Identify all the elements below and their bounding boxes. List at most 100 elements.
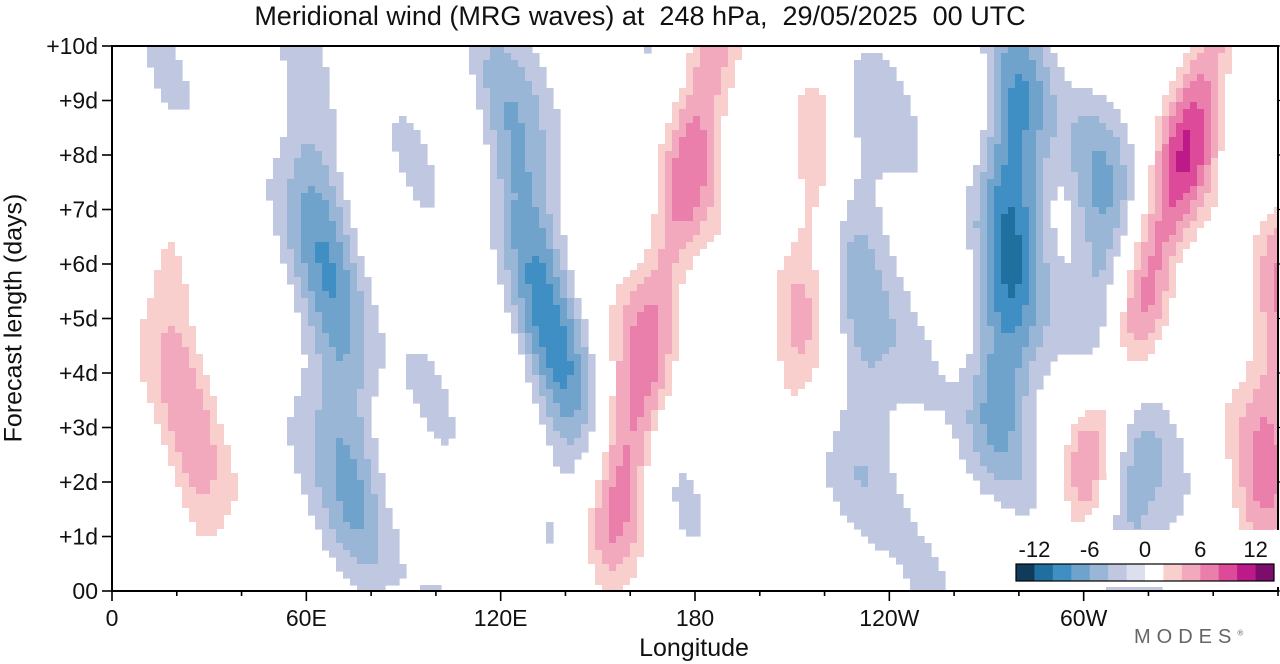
field-cell	[301, 60, 309, 68]
field-cell	[770, 396, 778, 404]
field-cell	[525, 228, 533, 236]
field-cell	[539, 382, 547, 390]
field-cell	[1190, 130, 1198, 138]
field-cell	[658, 123, 666, 131]
field-cell	[1267, 207, 1275, 215]
field-cell	[917, 354, 925, 362]
field-cell	[1085, 200, 1093, 208]
field-cell	[833, 151, 841, 159]
field-cell	[322, 270, 330, 278]
field-cell	[553, 263, 561, 271]
field-cell	[182, 88, 190, 96]
field-cell	[280, 179, 288, 187]
field-cell	[1246, 361, 1254, 369]
field-cell	[539, 193, 547, 201]
field-cell	[1022, 88, 1030, 96]
field-cell	[490, 95, 498, 103]
field-cell	[665, 95, 673, 103]
field-cell	[679, 242, 687, 250]
field-cell	[805, 193, 813, 201]
field-cell	[476, 102, 484, 110]
field-cell	[903, 158, 911, 166]
field-cell	[1267, 284, 1275, 292]
field-cell	[994, 368, 1002, 376]
field-cell	[875, 67, 883, 75]
field-cell	[1162, 277, 1170, 285]
field-cell	[805, 270, 813, 278]
field-cell	[1267, 263, 1275, 271]
field-cell	[672, 249, 680, 257]
field-cell	[616, 382, 624, 390]
field-cell	[140, 410, 148, 418]
field-cell	[1001, 46, 1009, 54]
field-cell	[231, 67, 239, 75]
field-cell	[924, 361, 932, 369]
field-cell	[497, 60, 505, 68]
field-cell	[147, 410, 155, 418]
field-cell	[1183, 235, 1191, 243]
field-cell	[973, 207, 981, 215]
field-cell	[665, 333, 673, 341]
field-cell	[1127, 368, 1135, 376]
field-cell	[1120, 368, 1128, 376]
field-cell	[511, 270, 519, 278]
field-cell	[672, 102, 680, 110]
field-cell	[812, 102, 820, 110]
field-cell	[525, 109, 533, 117]
field-cell	[154, 347, 162, 355]
field-cell	[819, 60, 827, 68]
field-cell	[1099, 305, 1107, 313]
field-cell	[1141, 312, 1149, 320]
field-cell	[812, 305, 820, 313]
field-cell	[840, 277, 848, 285]
field-cell	[1085, 158, 1093, 166]
field-cell	[700, 249, 708, 257]
field-cell	[336, 228, 344, 236]
field-cell	[350, 235, 358, 243]
field-cell	[665, 207, 673, 215]
field-cell	[406, 354, 414, 362]
field-cell	[994, 130, 1002, 138]
field-cell	[294, 291, 302, 299]
field-cell	[623, 256, 631, 264]
field-cell	[518, 179, 526, 187]
field-cell	[707, 158, 715, 166]
field-cell	[910, 165, 918, 173]
field-cell	[147, 193, 155, 201]
field-cell	[1001, 361, 1009, 369]
field-cell	[532, 263, 540, 271]
field-cell	[875, 305, 883, 313]
field-cell	[133, 368, 141, 376]
field-cell	[147, 403, 155, 411]
field-cell	[1001, 333, 1009, 341]
field-cell	[511, 326, 519, 334]
field-cell	[308, 354, 316, 362]
field-cell	[770, 249, 778, 257]
field-cell	[721, 193, 729, 201]
field-cell	[651, 403, 659, 411]
field-cell	[749, 263, 757, 271]
field-cell	[525, 193, 533, 201]
field-cell	[161, 291, 169, 299]
field-cell	[504, 81, 512, 89]
field-cell	[980, 172, 988, 180]
field-cell	[707, 207, 715, 215]
field-cell	[1246, 291, 1254, 299]
field-cell	[287, 179, 295, 187]
field-cell	[1050, 151, 1058, 159]
field-cell	[308, 347, 316, 355]
field-cell	[1162, 228, 1170, 236]
field-cell	[910, 396, 918, 404]
field-cell	[1218, 158, 1226, 166]
field-cell	[1190, 179, 1198, 187]
field-cell	[532, 242, 540, 250]
field-cell	[875, 403, 883, 411]
field-cell	[1050, 277, 1058, 285]
field-cell	[861, 396, 869, 404]
field-cell	[511, 46, 519, 54]
field-cell	[1204, 179, 1212, 187]
field-cell	[679, 249, 687, 257]
field-cell	[546, 95, 554, 103]
field-cell	[1085, 284, 1093, 292]
field-cell	[567, 375, 575, 383]
